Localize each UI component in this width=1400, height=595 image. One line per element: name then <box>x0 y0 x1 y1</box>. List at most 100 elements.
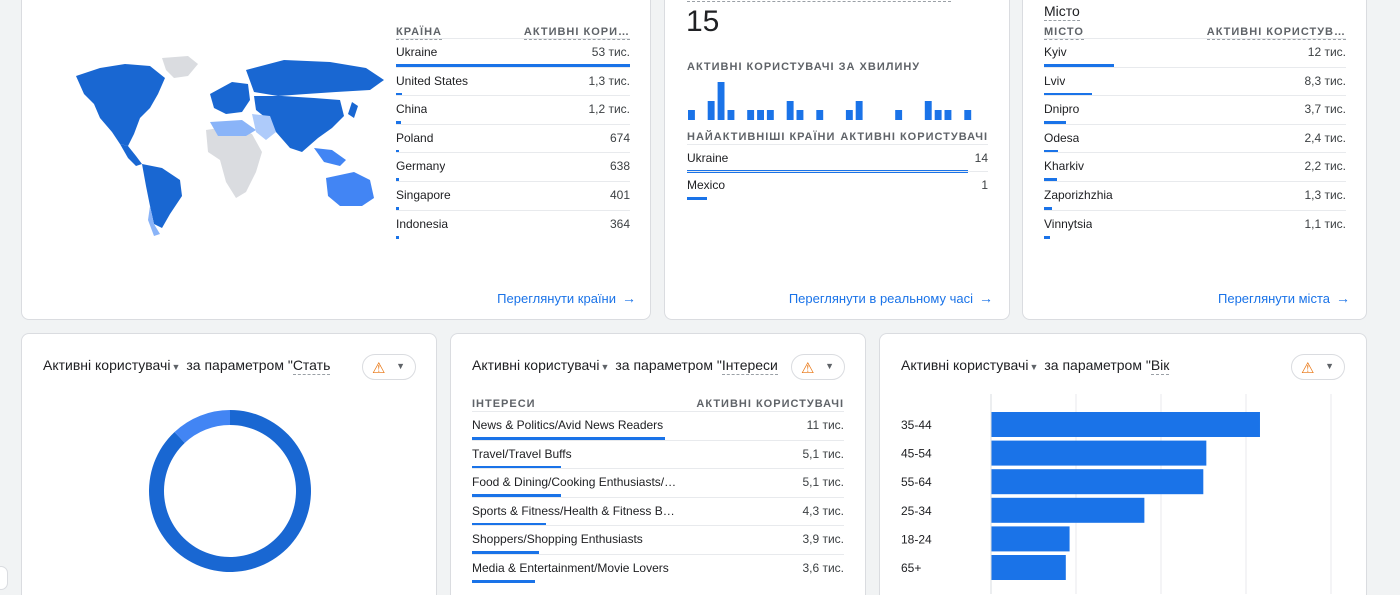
city-table: Місто Активні користув… Kyiv 12 тис. Lviv 8… <box>1044 26 1346 251</box>
donut-slice[interactable] <box>174 410 230 443</box>
row-label: Lviv <box>1044 73 1066 88</box>
country-table: Країна Активні кори… Ukraine 53 тис. Unite… <box>396 26 630 251</box>
age-card: Активні користувачі▼ за параметром "Вік ⚠… <box>879 333 1367 595</box>
row-value: 674 <box>609 130 630 145</box>
minute-bar <box>944 110 952 120</box>
metric-selector[interactable]: Активні користувачі <box>43 357 171 373</box>
row-share-bar <box>472 580 535 583</box>
row-share-bar <box>1044 149 1058 153</box>
row-value: 1,3 тис. <box>1304 188 1346 202</box>
table-row: China 1,2 тис. <box>396 95 630 125</box>
view-realtime-link[interactable]: Переглянути в реальному часі → <box>789 290 993 306</box>
row-value: 1 <box>981 178 988 192</box>
active-users-column-header[interactable]: Активні користувачі <box>696 398 844 412</box>
table-row: Travel/Travel Buffs 5,1 тис. <box>472 439 844 469</box>
city-card: Місто Місто Активні користув… Kyiv 12 тис… <box>1022 0 1367 320</box>
row-label: China <box>396 102 428 117</box>
city-dimension-selector[interactable]: Місто <box>1044 3 1080 21</box>
table-row: Poland 674 <box>396 123 630 153</box>
compare-options-button[interactable]: ⚠ ▼ <box>1291 354 1345 380</box>
view-countries-link[interactable]: Переглянути країни → <box>497 290 636 306</box>
caret-down-icon: ▼ <box>1325 361 1334 371</box>
row-share-bar <box>472 494 561 498</box>
city-column-header[interactable]: Місто <box>1044 26 1084 40</box>
active-users-header[interactable]: Активні користувачі <box>840 131 988 145</box>
active-users-column-header[interactable]: Активні користув… <box>1206 26 1346 40</box>
table-row: Mexico 1 <box>687 171 988 200</box>
compare-options-button[interactable]: ⚠ ▼ <box>362 354 416 380</box>
map-south-america <box>142 164 182 228</box>
age-bar[interactable] <box>991 412 1260 437</box>
table-row: United States 1,3 тис. <box>396 66 630 96</box>
view-cities-link[interactable]: Переглянути міста → <box>1218 290 1350 306</box>
view-countries-label: Переглянути країни <box>497 291 616 306</box>
interests-table: Інтереси Активні користувачі News & Poli… <box>472 398 844 595</box>
row-value: 14 <box>974 151 988 165</box>
arrow-right-icon: → <box>1336 290 1350 306</box>
map-japan <box>348 102 358 118</box>
row-value: 53 тис. <box>591 45 630 59</box>
map-central-america <box>120 144 142 166</box>
realtime-country-table: Найактивніші країни Активні користувачі … <box>687 131 988 211</box>
minute-bar <box>845 110 853 120</box>
age-category-label: 35-44 <box>901 418 932 432</box>
caret-down-icon[interactable]: ▼ <box>600 362 610 372</box>
age-bar[interactable] <box>991 469 1204 495</box>
age-bar[interactable] <box>991 526 1070 552</box>
dimension-selector[interactable]: Інтереси <box>721 357 778 375</box>
row-label: Vinnytsia <box>1044 216 1093 231</box>
world-map <box>76 56 384 236</box>
row-label: Sports & Fitness/Health & Fitness B… <box>472 503 675 518</box>
per-minute-label: Активні користувачі за хвилину <box>687 61 921 73</box>
row-value: 364 <box>609 216 630 231</box>
age-bar[interactable] <box>991 440 1207 466</box>
map-greenland <box>162 56 198 78</box>
compare-options-button[interactable]: ⚠ ▼ <box>791 354 845 380</box>
dimension-selector[interactable]: Стать <box>292 357 331 375</box>
active-users-column-header[interactable]: Активні кори… <box>523 26 630 40</box>
country-column-header[interactable]: Країна <box>396 26 442 40</box>
row-share-bar <box>396 178 399 182</box>
metric-selector[interactable]: Активні користувачі <box>472 357 600 373</box>
minute-bar <box>934 110 942 120</box>
row-label: Germany <box>396 159 446 174</box>
interests-column-header[interactable]: Інтереси <box>472 398 536 412</box>
minute-bar <box>855 101 863 120</box>
minute-bar <box>707 101 715 120</box>
table-row: Kyiv 12 тис. <box>1044 38 1346 67</box>
metric-selector[interactable]: Активні користувачі <box>901 357 1029 373</box>
gender-card: Активні користувачі▼ за параметром "Стать… <box>21 333 437 595</box>
row-value: 4,3 тис. <box>802 503 844 518</box>
row-share-bar <box>1044 235 1050 239</box>
row-value: 8,3 тис. <box>1304 73 1346 88</box>
title-text: за параметром " <box>1044 357 1151 373</box>
table-row: Singapore 401 <box>396 181 630 210</box>
row-share-bar <box>472 551 539 555</box>
donut-slice[interactable] <box>149 410 311 572</box>
age-bar-chart: 35-44 45-54 55-64 25-34 18-24 65+ <box>901 394 1332 594</box>
row-value: 5,1 тис. <box>802 475 844 490</box>
row-value: 1,1 тис. <box>1304 216 1346 231</box>
top-countries-header[interactable]: Найактивніші країни <box>687 131 836 145</box>
row-share-bar <box>687 197 707 200</box>
arrow-right-icon: → <box>622 290 636 306</box>
scroll-handle[interactable] <box>0 566 8 590</box>
row-label: United States <box>396 73 469 88</box>
row-label: Shoppers/Shopping Enthusiasts <box>472 532 643 547</box>
view-realtime-label: Переглянути в реальному часі <box>788 291 973 306</box>
table-row: News & Politics/Avid News Readers 11 тис. <box>472 411 844 440</box>
row-label: Dnipro <box>1044 102 1080 117</box>
age-bar[interactable] <box>991 497 1145 523</box>
row-share-bar <box>396 149 399 153</box>
caret-down-icon[interactable]: ▼ <box>171 362 181 372</box>
age-bar[interactable] <box>991 555 1066 580</box>
dimension-selector[interactable]: Вік <box>1150 357 1170 375</box>
gender-card-title: Активні користувачі▼ за параметром "Стать <box>43 357 331 375</box>
table-row: Food & Dining/Cooking Enthusiasts/… 5,1 т… <box>472 468 844 498</box>
age-card-title: Активні користувачі▼ за параметром "Вік <box>901 357 1170 375</box>
caret-down-icon[interactable]: ▼ <box>1029 362 1039 372</box>
interests-card: Активні користувачі▼ за параметром "Інтер… <box>450 333 866 595</box>
row-value: 638 <box>609 159 630 174</box>
row-share-bar <box>1044 92 1092 96</box>
minute-bar <box>757 110 764 120</box>
